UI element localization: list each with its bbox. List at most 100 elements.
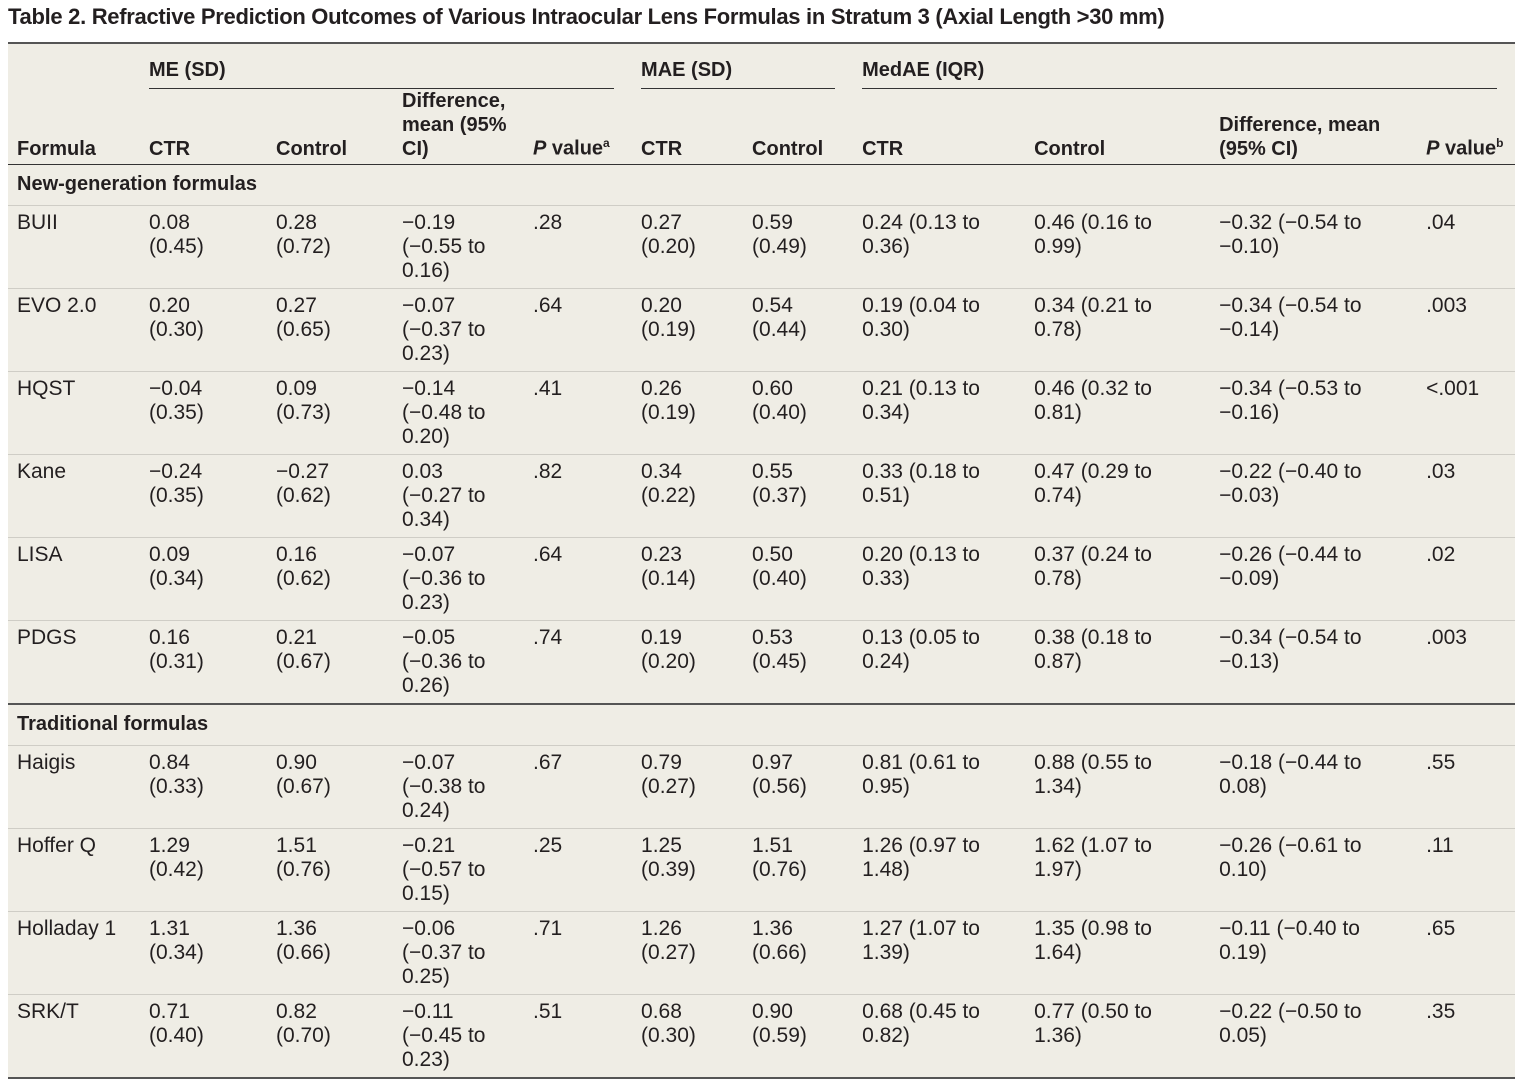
data-row: Haigis 0.84 (0.33) 0.90 (0.67) −0.07 (−0.38…	[8, 745, 1516, 829]
data-cell: 0.19 (0.20)	[632, 621, 743, 705]
data-cell: −0.26 (−0.61 to 0.10)	[1210, 828, 1418, 912]
cell-text: 0.38 (0.18 to 0.87)	[1034, 626, 1152, 673]
data-cell: −0.34 (−0.53 to −0.16)	[1210, 371, 1418, 455]
cell-text: −0.14 (−0.48 to 0.20)	[402, 377, 486, 448]
cell-text: .003	[1426, 626, 1467, 649]
data-cell: HQST	[8, 371, 140, 455]
data-cell: 1.35 (0.98 to 1.64)	[1025, 911, 1211, 995]
group-header-cell: MedAE (IQR)	[853, 44, 1515, 89]
data-cell: Kane	[8, 454, 140, 538]
group-header: MAE (SD)	[641, 58, 836, 89]
cell-text: 0.23 (0.14)	[641, 543, 696, 590]
data-cell: −0.22 (−0.50 to 0.05)	[1210, 995, 1417, 1078]
header-label: Control	[1034, 138, 1106, 160]
cell-text: 0.09 (0.34)	[149, 543, 204, 590]
data-cell: .03	[1417, 454, 1516, 538]
data-cell: 0.23 (0.14)	[632, 537, 744, 621]
header-label: value	[546, 138, 604, 160]
data-cell: 0.27 (0.65)	[267, 288, 393, 372]
data-cell: −0.11 (−0.40 to 0.19)	[1210, 911, 1418, 995]
cell-text: LISA	[17, 543, 63, 566]
column-header: Difference, mean (95% CI)	[393, 89, 524, 165]
cell-text: 0.59 (0.49)	[752, 211, 807, 258]
section-row: Traditional formulas	[8, 703, 1516, 746]
data-cell: −0.05 (−0.36 to 0.26)	[393, 621, 524, 705]
cell-text: −0.26 (−0.61 to 0.10)	[1219, 834, 1362, 881]
data-cell: LISA	[8, 537, 140, 621]
column-header: Control	[267, 89, 393, 165]
column-header: CTR	[853, 89, 1026, 165]
data-cell: 0.34 (0.21 to 0.78)	[1025, 288, 1211, 372]
data-cell: .65	[1417, 911, 1516, 995]
column-header-text: P valuea	[533, 131, 632, 161]
cell-text: 1.51 (0.76)	[752, 834, 807, 881]
cell-text: 0.97 (0.56)	[752, 751, 807, 798]
cell-text: 0.16 (0.31)	[149, 626, 204, 673]
data-cell: .02	[1417, 537, 1516, 621]
header-label: CTR	[641, 138, 683, 160]
cell-text: 1.31 (0.34)	[149, 917, 204, 964]
cell-text: EVO 2.0	[17, 294, 97, 317]
data-row: EVO 2.0 0.20 (0.30) 0.27 (0.65) −0.07 (−0.3…	[8, 288, 1516, 372]
cell-text: −0.22 (−0.40 to −0.03)	[1219, 460, 1362, 507]
cell-text: −0.22 (−0.50 to 0.05)	[1219, 1000, 1362, 1047]
data-cell: 1.26 (0.27)	[632, 911, 744, 995]
cell-text: −0.07 (−0.37 to 0.23)	[402, 294, 486, 365]
cell-text: .003	[1426, 294, 1467, 317]
data-cell: Haigis	[8, 745, 140, 829]
data-cell: Holladay 1	[8, 911, 140, 995]
data-cell: −0.32 (−0.54 to −0.10)	[1210, 205, 1418, 289]
data-cell: .28	[524, 205, 633, 289]
cell-text: 0.46 (0.16 to 0.99)	[1034, 211, 1152, 258]
data-cell: 0.54 (0.44)	[743, 288, 854, 372]
cell-text: 0.28 (0.72)	[276, 211, 331, 258]
data-row: BUII 0.08 (0.45) 0.28 (0.72) −0.19 (−0.55 t…	[8, 205, 1516, 289]
group-header-cell	[8, 44, 140, 89]
cell-text: 0.68 (0.30)	[641, 1000, 696, 1047]
data-cell: .41	[524, 371, 633, 455]
header-label: Control	[276, 138, 348, 160]
data-cell: 0.27 (0.20)	[632, 205, 744, 289]
header-label: value	[1439, 138, 1497, 160]
data-cell: −0.26 (−0.44 to −0.09)	[1210, 537, 1418, 621]
data-row: SRK/T 0.71 (0.40) 0.82 (0.70) −0.11 (−0.45 …	[8, 995, 1515, 1078]
data-cell: −0.19 (−0.55 to 0.16)	[393, 205, 524, 289]
cell-text: −0.26 (−0.44 to −0.09)	[1219, 543, 1362, 590]
header-label: CTR	[149, 138, 191, 160]
cell-text: .35	[1426, 1000, 1456, 1023]
column-header: Control	[743, 89, 854, 165]
cell-text: 0.16 (0.62)	[276, 543, 331, 590]
cell-text: 0.50 (0.40)	[752, 543, 807, 590]
data-cell: SRK/T	[8, 995, 140, 1078]
cell-text: 0.20 (0.13 to 0.33)	[862, 543, 980, 590]
cell-text: −0.32 (−0.54 to −0.10)	[1219, 211, 1362, 258]
column-header: P valueb	[1417, 89, 1516, 165]
cell-text: 0.71 (0.40)	[149, 1000, 204, 1047]
section-label: New-generation formulas	[8, 164, 1516, 206]
data-cell: .55	[1417, 745, 1516, 829]
italic-label: P	[533, 138, 547, 160]
cell-text: 0.08 (0.45)	[149, 211, 204, 258]
cell-text: 0.19 (0.20)	[641, 626, 696, 673]
cell-text: .65	[1426, 917, 1456, 940]
data-cell: 0.08 (0.45)	[140, 205, 267, 289]
data-cell: 1.26 (0.97 to 1.48)	[853, 828, 1026, 912]
cell-text: −0.27 (0.62)	[276, 460, 331, 507]
data-row: Holladay 1 1.31 (0.34) 1.36 (0.66) −0.06 (−…	[8, 911, 1516, 995]
cell-text: −0.07 (−0.36 to 0.23)	[402, 543, 486, 614]
cell-text: 1.62 (1.07 to 1.97)	[1034, 834, 1152, 881]
cell-text: 0.27 (0.65)	[276, 294, 331, 341]
cell-text: .28	[533, 211, 563, 234]
cell-text: −0.34 (−0.54 to −0.14)	[1219, 294, 1362, 341]
data-cell: 0.84 (0.33)	[140, 745, 267, 829]
cell-text: 0.90 (0.59)	[752, 1000, 807, 1047]
data-cell: 1.25 (0.39)	[632, 828, 744, 912]
cell-text: 0.34 (0.22)	[641, 460, 696, 507]
data-cell: 0.34 (0.22)	[632, 454, 744, 538]
column-header-text: Control	[276, 137, 356, 161]
cell-text: 0.26 (0.19)	[641, 377, 696, 424]
group-header-row: ME (SD) MAE (SD) MedAE (IQR)	[8, 44, 1515, 89]
data-cell: 0.46 (0.16 to 0.99)	[1025, 205, 1211, 289]
